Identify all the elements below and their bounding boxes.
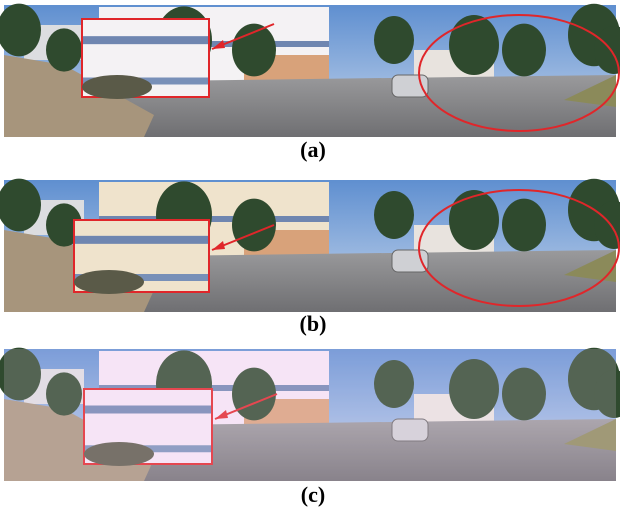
tint bbox=[4, 349, 616, 481]
tree bbox=[502, 199, 546, 252]
inset-tree bbox=[82, 75, 152, 99]
figure: (a) (b) (c) bbox=[0, 0, 620, 511]
inset-stripe bbox=[75, 236, 208, 244]
panel-b bbox=[0, 179, 620, 312]
inset-tree bbox=[74, 270, 144, 294]
panel-caption: (b) bbox=[300, 311, 327, 336]
panel-caption: (c) bbox=[301, 482, 325, 507]
panel-a bbox=[0, 4, 620, 137]
tree bbox=[449, 190, 499, 250]
tree bbox=[374, 191, 414, 239]
tree bbox=[46, 28, 82, 71]
panel-caption: (a) bbox=[300, 137, 326, 162]
inset-stripe bbox=[83, 36, 208, 44]
tree bbox=[502, 24, 546, 77]
tree bbox=[449, 15, 499, 75]
tree bbox=[232, 199, 276, 252]
tree bbox=[374, 16, 414, 64]
panel-c bbox=[0, 348, 620, 481]
